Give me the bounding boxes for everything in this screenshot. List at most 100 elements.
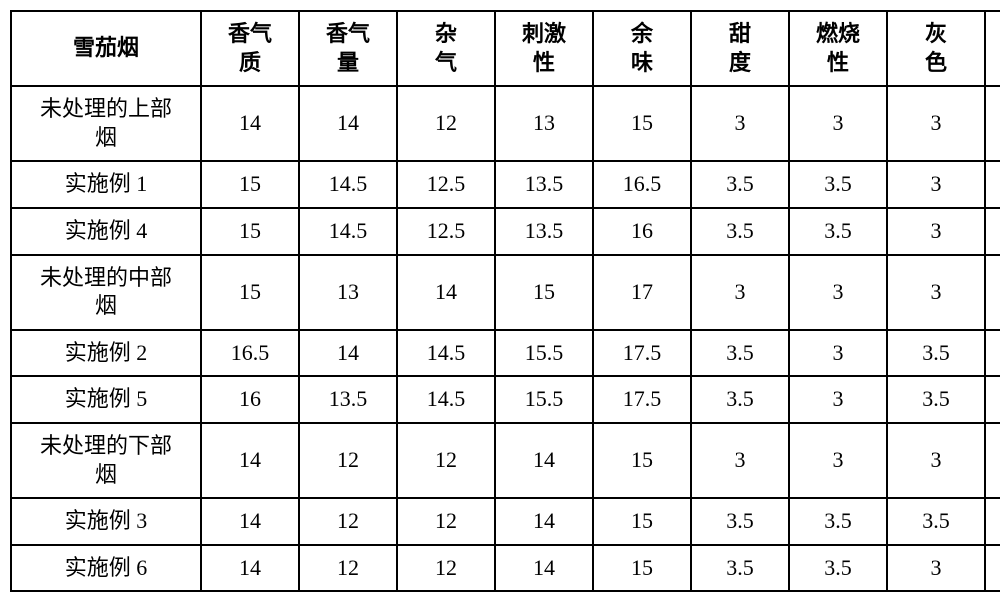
data-cell: 14.5 xyxy=(299,208,397,255)
data-cell: 14.5 xyxy=(397,330,495,377)
data-cell: 14 xyxy=(299,330,397,377)
table-row: 实施例 11514.512.513.516.53.53.5382 xyxy=(11,161,1000,208)
data-cell: 15 xyxy=(593,86,691,161)
data-cell: 12 xyxy=(397,86,495,161)
data-cell: 88 xyxy=(985,330,1000,377)
data-cell: 77.5 xyxy=(985,498,1000,545)
data-cell: 14.5 xyxy=(299,161,397,208)
table-body: 未处理的上部烟141412131533377实施例 11514.512.513.… xyxy=(11,86,1000,591)
data-cell: 3 xyxy=(789,86,887,161)
row-label: 未处理的中部烟 xyxy=(11,255,201,330)
data-cell: 15 xyxy=(593,545,691,592)
row-label: 未处理的下部烟 xyxy=(11,423,201,498)
data-cell: 3 xyxy=(691,86,789,161)
data-cell: 3.5 xyxy=(789,545,887,592)
row-label: 实施例 6 xyxy=(11,545,201,592)
data-cell: 13.5 xyxy=(495,161,593,208)
header-total: 合计 xyxy=(985,11,1000,86)
data-cell: 14.5 xyxy=(397,376,495,423)
data-cell: 15 xyxy=(201,161,299,208)
data-cell: 17.5 xyxy=(593,376,691,423)
data-cell: 14 xyxy=(495,545,593,592)
data-cell: 3.5 xyxy=(691,376,789,423)
data-cell: 14 xyxy=(397,255,495,330)
data-cell: 3 xyxy=(789,376,887,423)
data-table: 雪茄烟 香气质 香气量 杂气 刺激性 余味 甜度 燃烧性 灰色 合计 未处理的上… xyxy=(10,10,1000,592)
data-cell: 3 xyxy=(887,255,985,330)
data-cell: 12.5 xyxy=(397,161,495,208)
data-cell: 13.5 xyxy=(495,208,593,255)
data-cell: 81.5 xyxy=(985,208,1000,255)
data-cell: 15.5 xyxy=(495,376,593,423)
data-cell: 82 xyxy=(985,161,1000,208)
data-cell: 3.5 xyxy=(789,208,887,255)
data-cell: 15 xyxy=(593,498,691,545)
table-row: 实施例 216.51414.515.517.53.533.588 xyxy=(11,330,1000,377)
data-cell: 12 xyxy=(397,545,495,592)
row-label: 未处理的上部烟 xyxy=(11,86,201,161)
data-cell: 83 xyxy=(985,255,1000,330)
data-cell: 3 xyxy=(789,423,887,498)
data-cell: 3.5 xyxy=(691,161,789,208)
data-cell: 3 xyxy=(789,330,887,377)
data-cell: 15.5 xyxy=(495,330,593,377)
table-row: 实施例 41514.512.513.5163.53.5381.5 xyxy=(11,208,1000,255)
data-cell: 14 xyxy=(201,545,299,592)
data-cell: 3.5 xyxy=(691,545,789,592)
data-cell: 3 xyxy=(691,423,789,498)
header-aroma-amount: 香气量 xyxy=(299,11,397,86)
table-row: 实施例 314121214153.53.53.577.5 xyxy=(11,498,1000,545)
data-cell: 16 xyxy=(201,376,299,423)
data-cell: 3.5 xyxy=(887,330,985,377)
table-row: 未处理的中部烟151314151733383 xyxy=(11,255,1000,330)
data-cell: 87 xyxy=(985,376,1000,423)
table-row: 实施例 51613.514.515.517.53.533.587 xyxy=(11,376,1000,423)
data-cell: 76 xyxy=(985,423,1000,498)
data-cell: 3 xyxy=(887,545,985,592)
data-cell: 12 xyxy=(299,423,397,498)
header-ash-color: 灰色 xyxy=(887,11,985,86)
row-label: 实施例 2 xyxy=(11,330,201,377)
data-cell: 16.5 xyxy=(201,330,299,377)
data-cell: 12 xyxy=(299,545,397,592)
data-cell: 16 xyxy=(593,208,691,255)
header-irritancy: 刺激性 xyxy=(495,11,593,86)
data-cell: 13 xyxy=(495,86,593,161)
data-cell: 13 xyxy=(299,255,397,330)
data-cell: 77 xyxy=(985,86,1000,161)
data-cell: 3.5 xyxy=(691,208,789,255)
data-cell: 3 xyxy=(887,86,985,161)
data-cell: 13.5 xyxy=(299,376,397,423)
data-cell: 3 xyxy=(887,161,985,208)
data-cell: 3 xyxy=(789,255,887,330)
row-label: 实施例 3 xyxy=(11,498,201,545)
data-cell: 17.5 xyxy=(593,330,691,377)
data-cell: 14 xyxy=(201,86,299,161)
table-row: 未处理的下部烟141212141533376 xyxy=(11,423,1000,498)
header-aroma-quality: 香气质 xyxy=(201,11,299,86)
data-cell: 12.5 xyxy=(397,208,495,255)
data-cell: 14 xyxy=(201,498,299,545)
header-label: 雪茄烟 xyxy=(11,11,201,86)
data-cell: 3.5 xyxy=(887,376,985,423)
data-cell: 12 xyxy=(299,498,397,545)
row-label: 实施例 1 xyxy=(11,161,201,208)
header-offensive-odor: 杂气 xyxy=(397,11,495,86)
header-sweetness: 甜度 xyxy=(691,11,789,86)
table-header-row: 雪茄烟 香气质 香气量 杂气 刺激性 余味 甜度 燃烧性 灰色 合计 xyxy=(11,11,1000,86)
header-combustion: 燃烧性 xyxy=(789,11,887,86)
row-label: 实施例 5 xyxy=(11,376,201,423)
data-cell: 3.5 xyxy=(691,330,789,377)
row-label: 实施例 4 xyxy=(11,208,201,255)
data-cell: 14 xyxy=(495,423,593,498)
data-cell: 12 xyxy=(397,498,495,545)
data-cell: 3 xyxy=(887,208,985,255)
data-cell: 16.5 xyxy=(593,161,691,208)
data-cell: 17 xyxy=(593,255,691,330)
header-aftertaste: 余味 xyxy=(593,11,691,86)
data-cell: 15 xyxy=(201,208,299,255)
data-cell: 3.5 xyxy=(691,498,789,545)
data-cell: 77 xyxy=(985,545,1000,592)
data-cell: 14 xyxy=(299,86,397,161)
data-cell: 12 xyxy=(397,423,495,498)
